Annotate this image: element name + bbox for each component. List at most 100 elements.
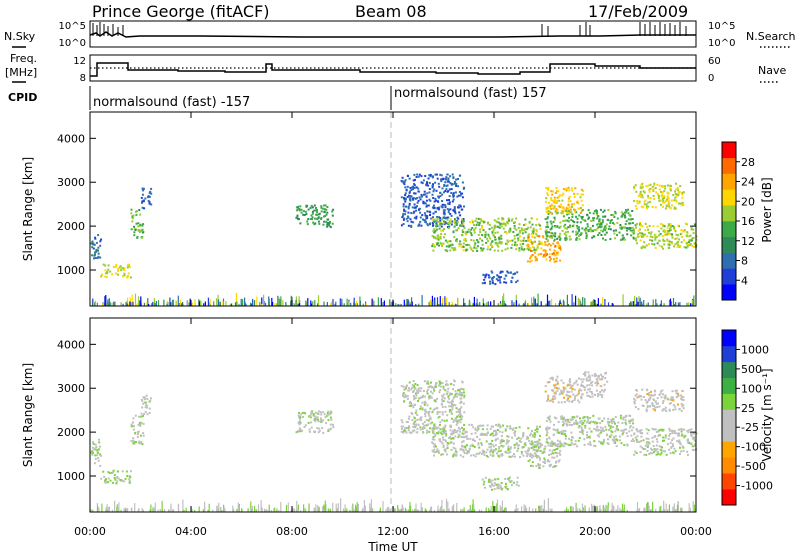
echo-cell	[671, 242, 673, 245]
echo-cell	[669, 189, 672, 192]
echo-cell	[520, 248, 523, 251]
echo-cell	[401, 176, 404, 179]
echo-cell	[470, 454, 473, 457]
ground-scatter-cell	[632, 301, 634, 306]
ground-scatter-cell	[428, 302, 430, 306]
echo-cell	[136, 235, 139, 238]
echo-cell	[426, 382, 428, 385]
echo-cell	[462, 436, 464, 439]
echo-cell	[445, 188, 448, 191]
echo-cell	[446, 453, 448, 456]
echo-cell	[97, 457, 100, 459]
echo-cell	[433, 451, 436, 454]
echo-cell	[439, 221, 442, 224]
echo-cell	[507, 440, 510, 443]
ground-scatter-cell	[416, 509, 418, 512]
echo-cell	[419, 198, 422, 201]
ground-scatter-cell	[257, 509, 259, 512]
echo-cell	[630, 440, 633, 442]
ground-scatter-cell	[389, 509, 391, 512]
ground-scatter-cell	[503, 293, 505, 306]
echo-cell	[500, 270, 503, 273]
echo-cell	[469, 230, 471, 233]
echo-cell	[96, 454, 99, 457]
echo-cell	[545, 438, 548, 441]
ground-scatter-cell	[189, 298, 191, 306]
ground-scatter-cell	[596, 303, 599, 306]
echo-cell	[297, 218, 300, 221]
echo-cell	[310, 204, 313, 207]
echo-cell	[499, 449, 502, 452]
ground-scatter-cell	[344, 504, 346, 512]
echo-cell	[584, 386, 587, 389]
echo-cell	[637, 233, 640, 236]
echo-cell	[438, 424, 441, 426]
echo-cell	[323, 220, 326, 223]
echo-cell	[313, 430, 316, 433]
echo-cell	[412, 221, 415, 224]
echo-cell	[645, 185, 648, 188]
echo-cell	[510, 427, 513, 430]
echo-cell	[595, 428, 598, 431]
ground-scatter-cell	[591, 301, 593, 306]
echo-cell	[553, 397, 556, 400]
echo-cell	[104, 264, 107, 267]
echo-cell	[429, 214, 431, 216]
echo-cell	[585, 237, 588, 240]
echo-cell	[599, 208, 602, 211]
ground-scatter-cell	[474, 303, 476, 306]
echo-cell	[435, 400, 437, 403]
echo-cell	[660, 191, 663, 193]
echo-cell	[646, 449, 649, 452]
echo-cell	[117, 477, 120, 480]
echo-cell	[142, 422, 145, 425]
echo-cell	[614, 422, 616, 425]
echo-cell	[573, 192, 576, 195]
echo-cell	[496, 221, 499, 224]
echo-cell	[472, 221, 474, 224]
echo-cell	[660, 227, 663, 230]
ground-scatter-cell	[532, 303, 534, 306]
echo-cell	[142, 189, 145, 192]
echo-cell	[559, 248, 562, 251]
echo-cell	[601, 375, 604, 378]
echo-cell	[409, 404, 412, 407]
ground-scatter-cell	[396, 509, 398, 512]
echo-cell	[556, 444, 558, 447]
echo-cell	[406, 215, 409, 218]
echo-cell	[626, 435, 629, 438]
echo-cell	[479, 237, 481, 240]
echo-cell	[679, 397, 682, 400]
echo-cell	[107, 471, 110, 474]
echo-cell	[451, 406, 454, 409]
echo-cell	[581, 204, 584, 207]
echo-cell	[463, 396, 466, 399]
echo-cell	[325, 213, 328, 216]
echo-cell	[647, 205, 650, 208]
echo-cell	[686, 429, 689, 432]
echo-cell	[127, 272, 130, 275]
echo-cell	[568, 206, 571, 209]
echo-cell	[525, 240, 528, 242]
echo-cell	[600, 442, 603, 445]
echo-cell	[562, 390, 565, 393]
echo-cell	[548, 256, 551, 259]
ground-scatter-cell	[663, 509, 666, 512]
ground-scatter-cell	[297, 303, 299, 306]
echo-cell	[581, 423, 584, 426]
echo-cell	[692, 232, 695, 235]
echo-cell	[487, 455, 490, 458]
echo-cell	[516, 450, 519, 452]
echo-cell	[436, 448, 439, 451]
echo-cell	[478, 446, 481, 449]
echo-cell	[546, 253, 548, 256]
echo-cell	[531, 235, 534, 238]
echo-cell	[434, 197, 437, 200]
echo-cell	[476, 250, 479, 252]
echo-cell	[473, 229, 476, 232]
ground-scatter-cell	[296, 301, 298, 306]
echo-cell	[470, 423, 473, 426]
echo-cell	[587, 209, 590, 212]
echo-cell	[147, 196, 149, 199]
ground-scatter-cell	[236, 301, 238, 306]
